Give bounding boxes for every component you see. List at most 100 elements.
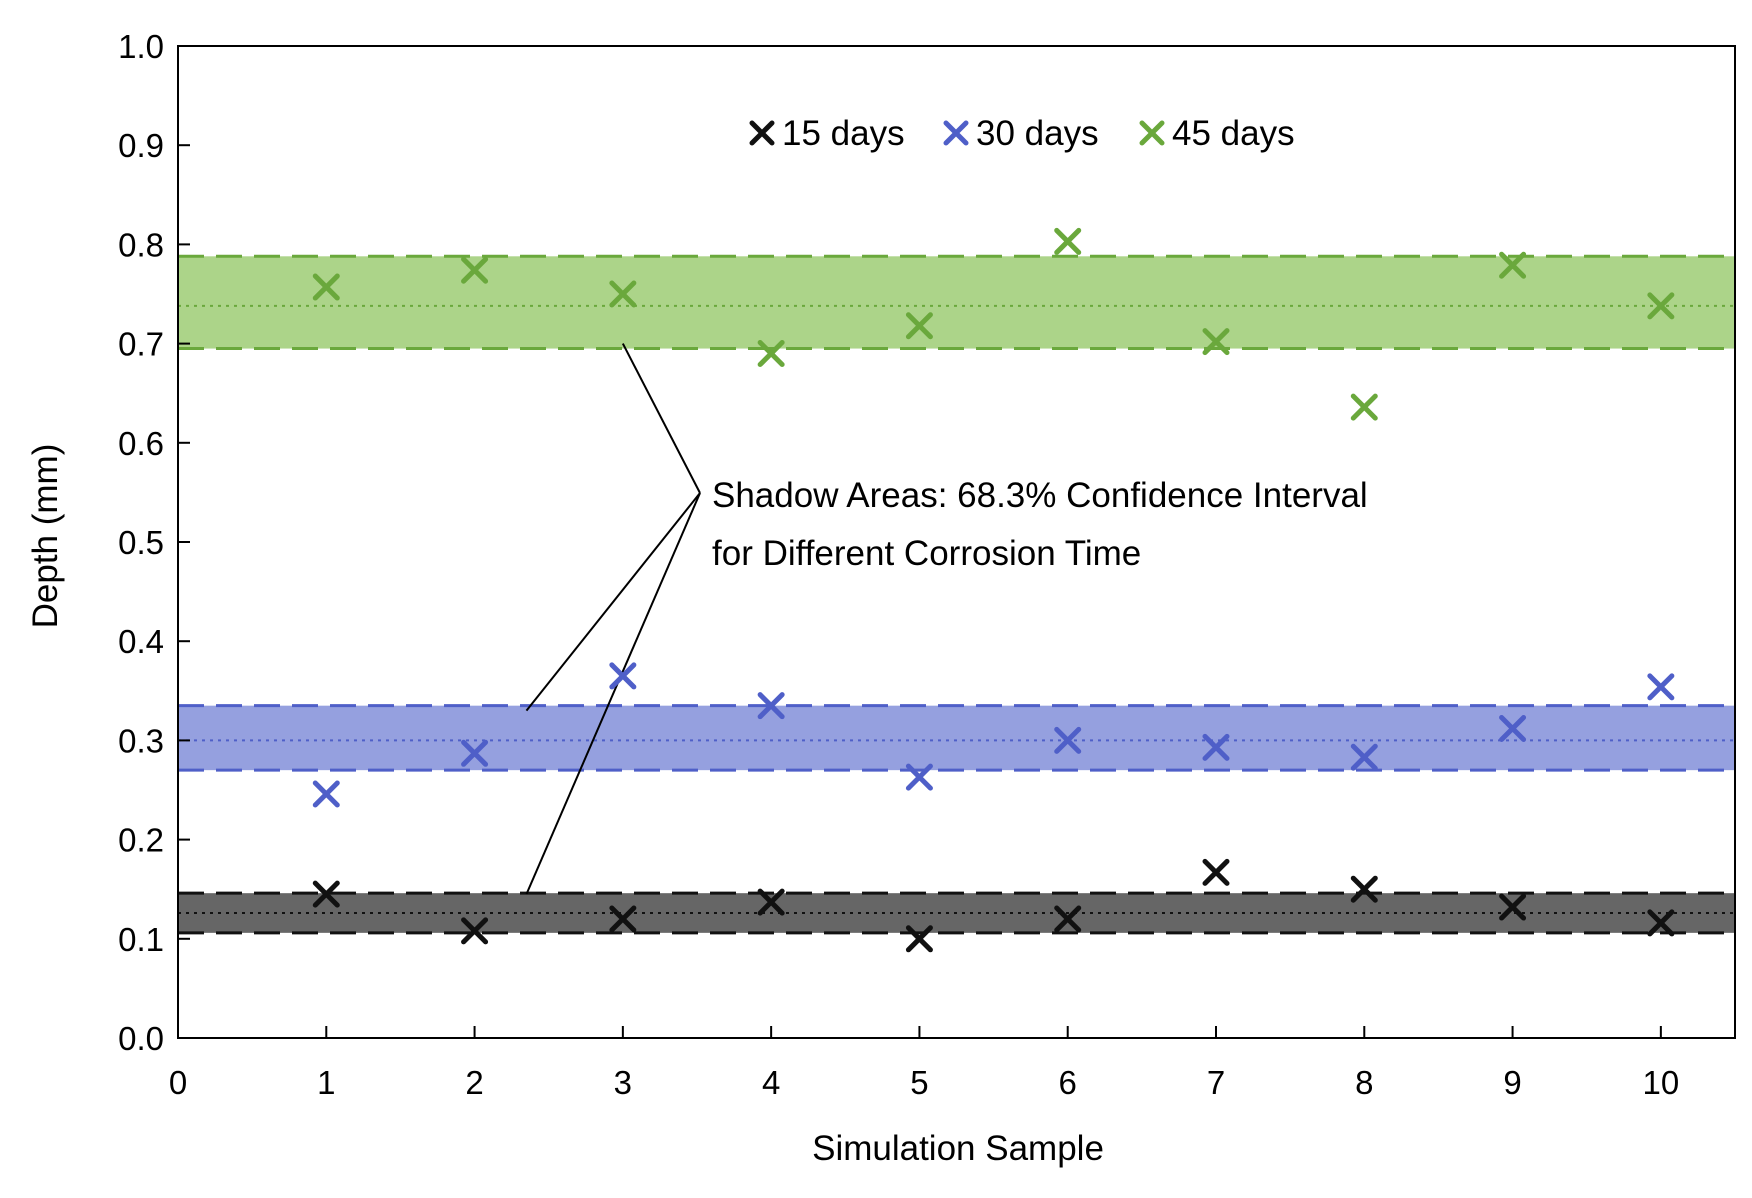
y-tick-label: 0.0 [118, 1020, 164, 1057]
cross-stroke [1054, 905, 1082, 933]
y-tick-label: 0.5 [118, 524, 164, 561]
data-point [1054, 905, 1082, 933]
confidence-bands [178, 254, 1735, 935]
data-point [609, 662, 637, 690]
y-tick-label: 0.7 [118, 326, 164, 363]
annotation-line-2: for Different Corrosion Time [712, 534, 1141, 573]
cross-stroke [1202, 858, 1230, 886]
y-tick-label: 0.1 [118, 921, 164, 958]
data-point [1499, 714, 1527, 742]
data-point [461, 739, 489, 767]
data-point [1647, 909, 1675, 937]
data-point [905, 312, 933, 340]
data-point [1202, 858, 1230, 886]
legend-marker [749, 120, 775, 146]
cross-stroke [1647, 909, 1675, 937]
cross-stroke [312, 273, 340, 301]
x-tick-label: 7 [1207, 1064, 1225, 1101]
data-point [1350, 393, 1378, 421]
data-point [312, 780, 340, 808]
cross-stroke [1139, 120, 1165, 146]
data-point [312, 273, 340, 301]
data-point [1499, 893, 1527, 921]
cross-stroke [1350, 393, 1378, 421]
x-tick-label: 8 [1355, 1064, 1373, 1101]
data-point [1350, 875, 1378, 903]
x-tick-label: 10 [1642, 1064, 1679, 1101]
data-point [609, 280, 637, 308]
x-tick-label: 1 [317, 1064, 335, 1101]
x-tick-label: 9 [1503, 1064, 1521, 1101]
x-tick-label: 6 [1059, 1064, 1077, 1101]
cross-stroke [1350, 743, 1378, 771]
cross-stroke [905, 763, 933, 791]
legend: 15 days 30 days 45 days [749, 114, 1295, 153]
data-point [1647, 673, 1675, 701]
data-point [757, 692, 785, 720]
y-tick-label: 0.6 [118, 425, 164, 462]
cross-stroke [757, 888, 785, 916]
cross-stroke [609, 905, 637, 933]
cross-stroke [1647, 673, 1675, 701]
y-axis-label: Depth (mm) [26, 444, 65, 629]
cross-stroke [943, 120, 969, 146]
cross-stroke [905, 312, 933, 340]
legend-item: 15 days [749, 114, 905, 153]
data-points [312, 227, 1675, 953]
legend-item: 45 days [1139, 114, 1295, 153]
cross-stroke [757, 340, 785, 368]
legend-label: 45 days [1172, 114, 1295, 153]
annotation-line-1: Shadow Areas: 68.3% Confidence Interval [712, 476, 1368, 515]
x-tick-label: 3 [614, 1064, 632, 1101]
x-tick-label: 0 [169, 1064, 187, 1101]
y-tick-label: 1.0 [118, 28, 164, 65]
cross-stroke [609, 280, 637, 308]
data-point [461, 256, 489, 284]
y-tick-label: 0.2 [118, 822, 164, 859]
data-point [757, 888, 785, 916]
data-point [905, 925, 933, 953]
legend-item: 30 days [943, 114, 1099, 153]
cross-stroke [461, 739, 489, 767]
y-tick-label: 0.9 [118, 127, 164, 164]
cross-stroke [312, 880, 340, 908]
cross-stroke [749, 120, 775, 146]
data-point [757, 340, 785, 368]
cross-stroke [905, 925, 933, 953]
cross-stroke [1499, 893, 1527, 921]
tick-labels: 0.0 0.1 0.2 0.3 0.4 0.5 0.6 0.7 0.8 0.9 1.0 0 1 2 3 4 5 6… [118, 28, 1679, 1101]
legend-marker [1139, 120, 1165, 146]
cross-stroke [1647, 292, 1675, 320]
cross-stroke [1202, 328, 1230, 356]
cross-stroke [1499, 251, 1527, 279]
cross-stroke [461, 917, 489, 945]
annotation: Shadow Areas: 68.3% Confidence Interval … [712, 476, 1368, 573]
data-point [1350, 743, 1378, 771]
cross-stroke [312, 780, 340, 808]
cross-stroke [1054, 227, 1082, 255]
x-tick-label: 4 [762, 1064, 780, 1101]
band-15-days [178, 891, 1735, 935]
cross-stroke [1202, 733, 1230, 761]
leader-line [525, 492, 701, 895]
cross-stroke [1499, 714, 1527, 742]
data-point [609, 905, 637, 933]
cross-stroke [757, 692, 785, 720]
cross-stroke [1054, 726, 1082, 754]
data-point [1499, 251, 1527, 279]
band-area [178, 705, 1735, 771]
cross-stroke [609, 662, 637, 690]
y-tick-label: 0.4 [118, 623, 164, 660]
x-axis-label: Simulation Sample [812, 1129, 1104, 1168]
data-point [1054, 227, 1082, 255]
legend-label: 30 days [976, 114, 1099, 153]
x-tick-label: 2 [465, 1064, 483, 1101]
band-30-days [178, 704, 1735, 772]
leader-line [525, 492, 701, 712]
legend-label: 15 days [782, 114, 905, 153]
data-point [905, 763, 933, 791]
y-tick-label: 0.3 [118, 722, 164, 759]
data-point [312, 880, 340, 908]
cross-stroke [1350, 875, 1378, 903]
